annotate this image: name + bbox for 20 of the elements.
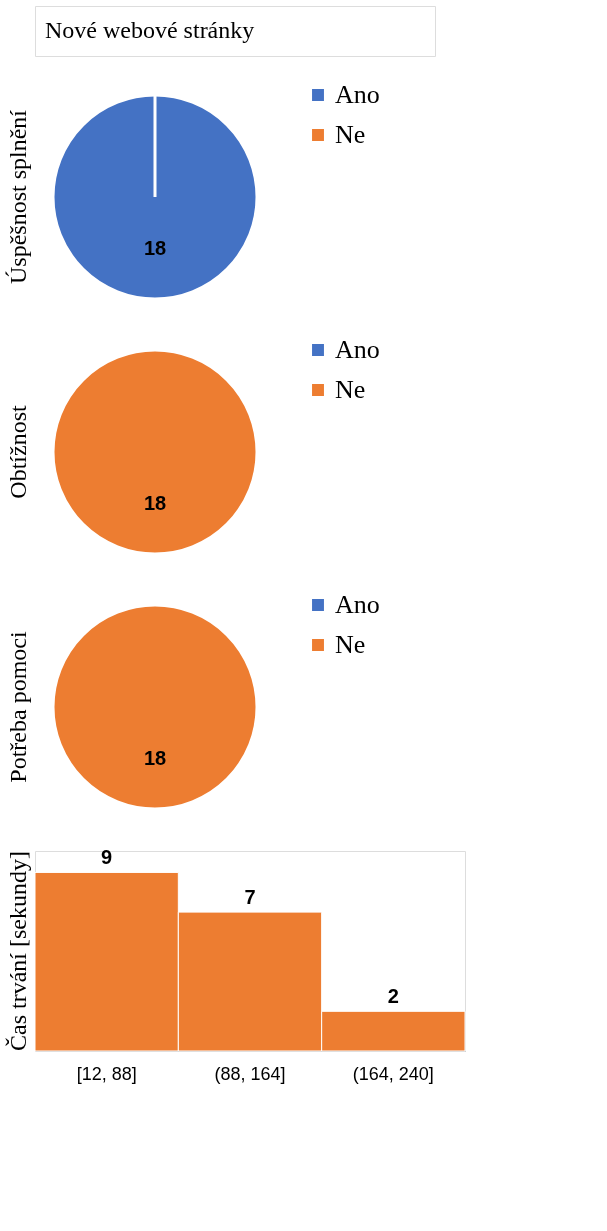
data-label: 7: [244, 886, 256, 909]
legend-label: Ne: [335, 120, 366, 149]
legend-label: Ano: [335, 590, 380, 619]
text: Nové webové stránky: [45, 17, 255, 43]
data-label: 18: [143, 237, 167, 259]
text: Potřeba pomoci: [5, 631, 31, 783]
text: Čas trvání [sekundy]: [4, 851, 31, 1051]
data-label: 9: [101, 846, 113, 869]
data-label: 18: [143, 492, 167, 514]
data-label: 2: [387, 985, 399, 1008]
legend-label: Ne: [335, 630, 366, 659]
legend-label: Ano: [335, 335, 380, 364]
x-tick-label: (164, 240]: [352, 1063, 434, 1084]
x-tick-label: (88, 164]: [214, 1063, 286, 1084]
legend-label: Ano: [335, 80, 380, 109]
legend-label: Ne: [335, 375, 366, 404]
text: Úspěšnost splnění: [5, 109, 31, 284]
text: Obtížnost: [5, 405, 31, 499]
x-tick-label: [12, 88]: [76, 1063, 137, 1084]
data-label: 18: [143, 747, 167, 769]
